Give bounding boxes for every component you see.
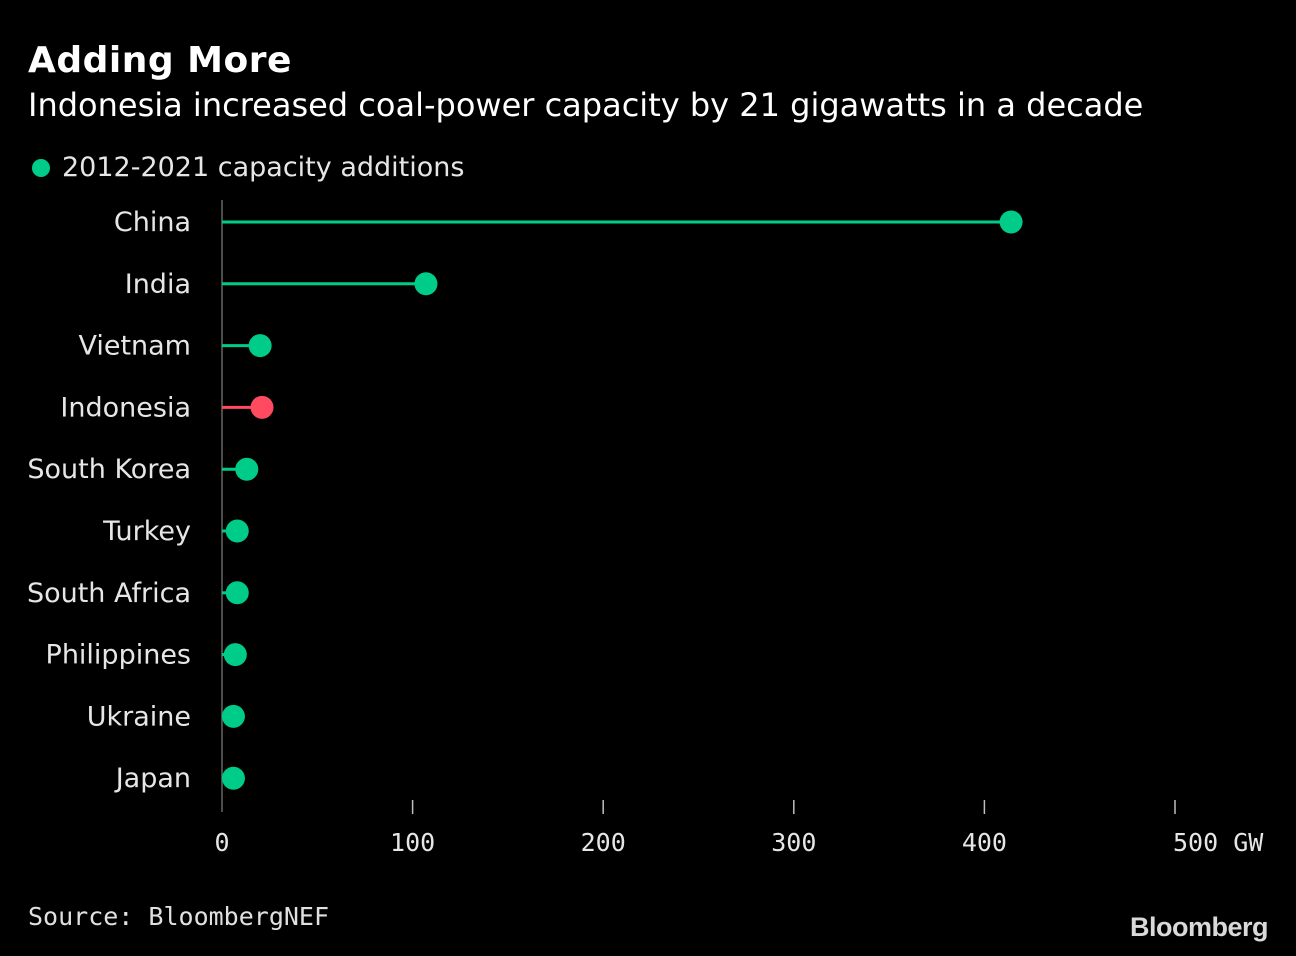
- category-label: India: [125, 269, 191, 300]
- lollipop-dot: [248, 334, 272, 358]
- category-label: Ukraine: [87, 701, 191, 732]
- lollipop-dot: [235, 457, 259, 481]
- lollipop-dot: [221, 766, 245, 790]
- x-tick-label: 100: [390, 828, 435, 857]
- lollipop-dot: [225, 581, 249, 605]
- x-tick-label: 200: [581, 828, 626, 857]
- x-tick-label: 400: [962, 828, 1007, 857]
- x-tick-label: 300: [771, 828, 816, 857]
- category-label: Philippines: [46, 640, 191, 671]
- legend: 2012-2021 capacity additions: [32, 152, 464, 183]
- x-tick-label: 500 GW: [1173, 828, 1264, 857]
- lollipop-dot: [225, 519, 249, 543]
- x-tick-label: 0: [214, 828, 229, 857]
- chart-title: Adding More: [28, 40, 292, 81]
- legend-label: 2012-2021 capacity additions: [62, 152, 465, 183]
- lollipop-dot: [221, 704, 245, 728]
- category-label: China: [114, 207, 191, 238]
- bloomberg-logo: Bloomberg: [1129, 912, 1269, 942]
- legend-marker: [32, 158, 50, 177]
- lollipop-dot: [223, 643, 247, 667]
- category-label: Japan: [114, 763, 191, 794]
- source-note: Source: BloombergNEF: [28, 902, 330, 931]
- category-label: Vietnam: [78, 331, 191, 362]
- category-label: Indonesia: [60, 392, 191, 423]
- category-label: South Africa: [27, 578, 191, 609]
- lollipop-dot: [250, 395, 274, 419]
- category-label: South Korea: [27, 454, 191, 485]
- lollipop-dot: [414, 272, 438, 296]
- category-label: Turkey: [102, 516, 191, 547]
- chart-subtitle: Indonesia increased coal-power capacity …: [28, 86, 1144, 124]
- lollipop-dot: [999, 210, 1023, 234]
